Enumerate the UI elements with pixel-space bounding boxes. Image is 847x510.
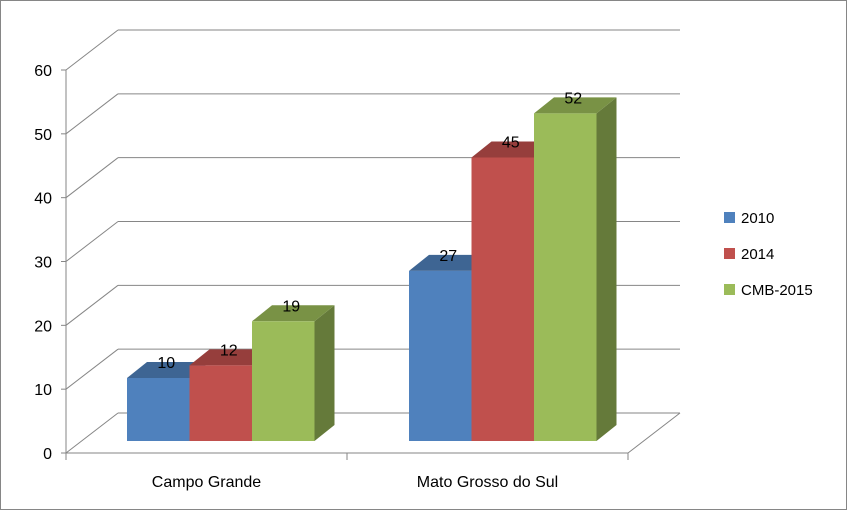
bar	[189, 365, 252, 441]
bar	[252, 321, 315, 441]
bar-top	[471, 141, 554, 158]
grid-diagonal	[65, 29, 119, 71]
grid-diagonal	[65, 93, 119, 135]
data-label: 27	[439, 248, 457, 265]
grid-diagonal	[65, 412, 119, 454]
data-label: 52	[564, 90, 582, 107]
floor-edge	[627, 412, 681, 454]
data-label: 19	[282, 298, 300, 315]
bar-top	[189, 349, 272, 366]
bar	[534, 113, 597, 442]
grid-diagonal	[65, 348, 119, 390]
bar	[471, 157, 534, 441]
data-label: 45	[502, 135, 520, 152]
y-tick-label: 40	[34, 191, 52, 208]
grid-diagonal	[65, 157, 119, 199]
y-tick-label: 50	[34, 127, 52, 144]
data-label: 12	[220, 342, 238, 359]
bar-top	[409, 254, 492, 271]
legend-swatch	[724, 284, 735, 295]
bar-top	[534, 97, 617, 114]
y-tick-label: 0	[43, 446, 52, 463]
legend-label: 2010	[741, 210, 774, 227]
x-tick-label: Mato Grosso do Sul	[417, 474, 558, 491]
y-tick-label: 10	[34, 382, 52, 399]
bar-top	[127, 362, 210, 378]
legend-swatch	[724, 248, 735, 259]
bar	[409, 270, 472, 441]
bar-side	[314, 305, 335, 441]
bar-side	[596, 97, 617, 442]
legend-label: 2014	[741, 246, 774, 263]
y-tick-label: 20	[34, 318, 52, 335]
bar	[127, 378, 190, 441]
bar-top	[252, 305, 335, 322]
data-label: 10	[157, 355, 175, 372]
legend-swatch	[724, 212, 735, 223]
grid-diagonal	[65, 221, 119, 262]
y-tick-label: 60	[34, 63, 52, 80]
x-tick-label: Campo Grande	[152, 474, 261, 491]
y-tick-label: 30	[34, 255, 52, 272]
legend-label: CMB-2015	[741, 282, 813, 299]
grid-diagonal	[65, 284, 119, 326]
